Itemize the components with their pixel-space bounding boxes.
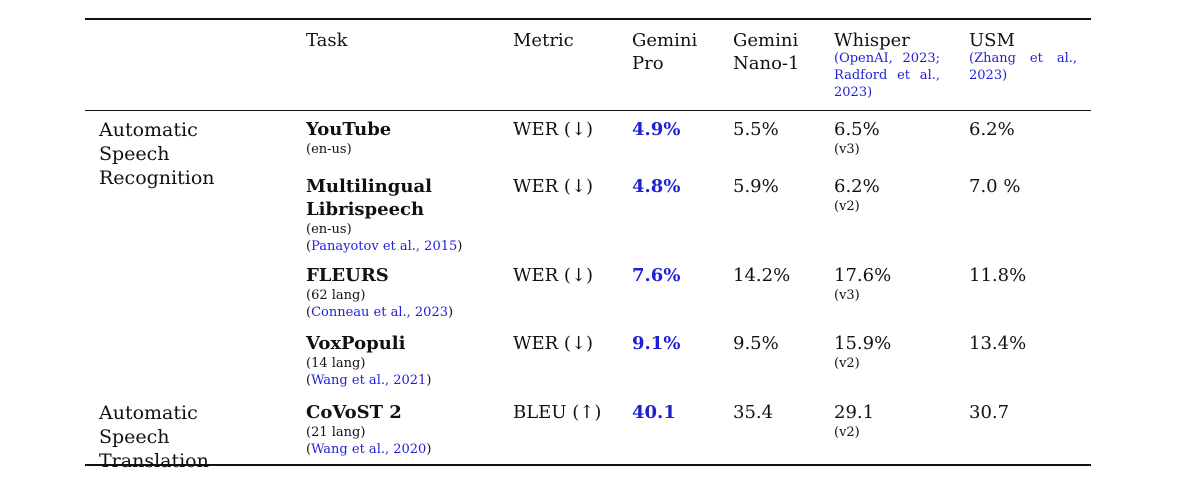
table-header-rule (85, 110, 1091, 111)
category-ast: Automatic Speech Translation (99, 402, 209, 472)
header-usm-citation[interactable]: (Zhang et al., 2023) (969, 51, 1077, 83)
table-bottom-rule (85, 464, 1091, 466)
task-citation[interactable]: (Wang et al., 2021) (306, 373, 432, 388)
usm-value: 6.2% (969, 119, 1015, 140)
gemini-pro-value: 9.1% (632, 333, 681, 354)
gemini-nano-value: 9.5% (733, 333, 779, 354)
gemini-nano-value: 5.9% (733, 176, 779, 197)
task-name: Multilingual Librispeech (306, 176, 432, 220)
header-whisper: Whisper (834, 30, 910, 51)
category-asr: Automatic Speech Recognition (99, 119, 215, 189)
whisper-version: (v3) (834, 288, 860, 303)
table-row-mls-task: Multilingual Librispeech (en-us) (Panayo… (306, 175, 496, 255)
task-subset: (21 lang) (306, 425, 366, 440)
table-row-voxpopuli-task: VoxPopuli (14 lang) (Wang et al., 2021) (306, 332, 496, 389)
usm-value: 30.7 (969, 402, 1010, 423)
whisper-cell: 17.6% (v3) (834, 264, 891, 304)
whisper-version: (v2) (834, 425, 860, 440)
task-subset: (14 lang) (306, 356, 366, 371)
whisper-cell: 6.2% (v2) (834, 175, 880, 215)
task-name: YouTube (306, 119, 392, 140)
whisper-version: (v3) (834, 142, 860, 157)
gemini-nano-value: 35.4 (733, 402, 774, 423)
citation-link[interactable]: Wang et al., 2021 (311, 373, 427, 388)
table-row-fleurs-task: FLEURS (62 lang) (Conneau et al., 2023) (306, 264, 496, 321)
whisper-value: 6.2% (834, 176, 880, 197)
metric-cell: WER (↓) (513, 176, 594, 197)
table-row-youtube-task: YouTube (en-us) (306, 118, 496, 158)
task-citation[interactable]: (Wang et al., 2020) (306, 442, 432, 457)
table-row-covost-task: CoVoST 2 (21 lang) (Wang et al., 2020) (306, 401, 496, 458)
gemini-pro-value: 4.8% (632, 176, 681, 197)
task-citation[interactable]: (Conneau et al., 2023) (306, 305, 454, 320)
usm-value: 7.0 % (969, 176, 1021, 197)
header-task: Task (306, 30, 348, 51)
whisper-value: 17.6% (834, 265, 892, 286)
task-subset: (en-us) (306, 222, 352, 237)
usm-value: 13.4% (969, 333, 1027, 354)
task-subset: (62 lang) (306, 288, 366, 303)
metric-cell: WER (↓) (513, 265, 594, 286)
metric-cell: WER (↓) (513, 119, 594, 140)
header-whisper-citation[interactable]: (OpenAI, 2023; Radford et al., 2023) (834, 51, 940, 100)
citation-link[interactable]: Wang et al., 2020 (311, 442, 427, 457)
gemini-pro-value: 40.1 (632, 402, 676, 423)
task-citation[interactable]: (Panayotov et al., 2015) (306, 239, 463, 254)
header-gemini-pro: Gemini Pro (632, 30, 698, 74)
header-usm: USM (969, 30, 1015, 51)
citation-link[interactable]: Panayotov et al., 2015 (311, 239, 458, 254)
task-name: FLEURS (306, 265, 389, 286)
metric-cell: BLEU (↑) (513, 402, 602, 423)
gemini-nano-value: 5.5% (733, 119, 779, 140)
whisper-cell: 6.5% (v3) (834, 118, 880, 158)
citation-link[interactable]: Conneau et al., 2023 (311, 305, 448, 320)
whisper-version: (v2) (834, 199, 860, 214)
gemini-nano-value: 14.2% (733, 265, 791, 286)
metric-cell: WER (↓) (513, 333, 594, 354)
task-name: CoVoST 2 (306, 402, 402, 423)
task-name: VoxPopuli (306, 333, 406, 354)
gemini-pro-value: 7.6% (632, 265, 681, 286)
gemini-pro-value: 4.9% (632, 119, 681, 140)
whisper-value: 15.9% (834, 333, 892, 354)
table-top-rule (85, 18, 1091, 20)
whisper-value: 29.1 (834, 402, 875, 423)
whisper-version: (v2) (834, 356, 860, 371)
whisper-cell: 29.1 (v2) (834, 401, 874, 441)
task-subset: (en-us) (306, 142, 352, 157)
whisper-cell: 15.9% (v2) (834, 332, 891, 372)
header-metric: Metric (513, 30, 574, 51)
whisper-value: 6.5% (834, 119, 880, 140)
usm-value: 11.8% (969, 265, 1027, 286)
header-gemini-nano: Gemini Nano-1 (733, 30, 800, 74)
